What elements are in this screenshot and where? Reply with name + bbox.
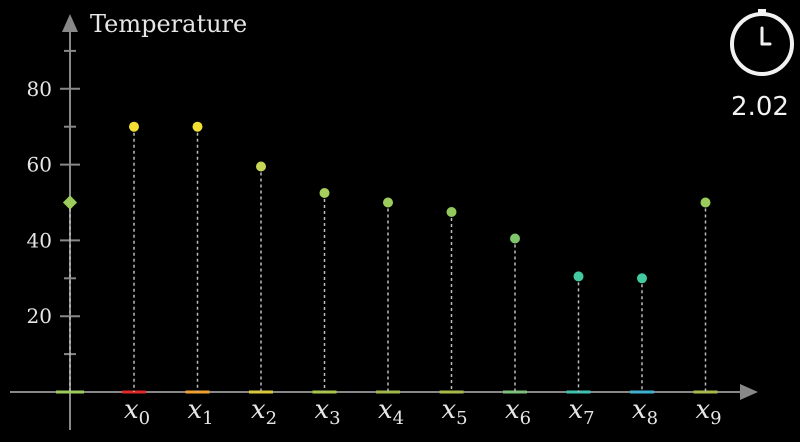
y-axis-arrow [62, 14, 78, 32]
reference-marker [56, 390, 84, 394]
position-marker [376, 390, 400, 394]
x-tick-label: x4 [378, 395, 404, 429]
x-tick-label: x5 [442, 395, 468, 429]
data-point [256, 161, 266, 172]
y-tick-label: 60 [27, 153, 52, 177]
x-tick-label: x9 [696, 395, 722, 429]
position-marker [630, 390, 654, 394]
x-labels: x0 x1 x2 x3 x4 x5 x6 x7 x8 x9 [124, 395, 722, 429]
y-axis-title: Temperature [90, 10, 247, 38]
y-tick-label: 40 [27, 228, 52, 252]
x-tick-label: x7 [569, 395, 595, 429]
data-point [383, 197, 393, 208]
y-tick-label: 80 [27, 77, 52, 101]
data-point [637, 273, 647, 284]
x-axis-arrow [740, 384, 758, 400]
timer: 2.02 [730, 9, 794, 122]
data-marks [56, 121, 718, 394]
x-tick-label: x1 [188, 395, 214, 429]
position-marker [693, 390, 718, 394]
data-point [700, 197, 711, 208]
data-point [192, 121, 203, 132]
x-tick-label: x2 [251, 395, 277, 429]
data-point [446, 206, 457, 217]
position-marker [249, 390, 273, 394]
x-tick-label: x0 [124, 395, 150, 429]
x-tick-label: x3 [315, 395, 341, 429]
y-ticks: 20 40 60 80 [27, 49, 80, 356]
y-tick-label: 20 [27, 304, 52, 328]
position-marker [503, 390, 527, 394]
axes: Temperature [10, 10, 758, 430]
x-tick-label: x6 [505, 395, 531, 429]
data-point [510, 233, 520, 244]
clock-icon [730, 9, 794, 76]
reference-point [62, 195, 78, 210]
data-point [129, 121, 139, 132]
data-point [319, 188, 330, 199]
x-tick-label: x8 [632, 395, 658, 429]
data-point [573, 271, 584, 282]
timer-value: 2.02 [731, 92, 789, 122]
